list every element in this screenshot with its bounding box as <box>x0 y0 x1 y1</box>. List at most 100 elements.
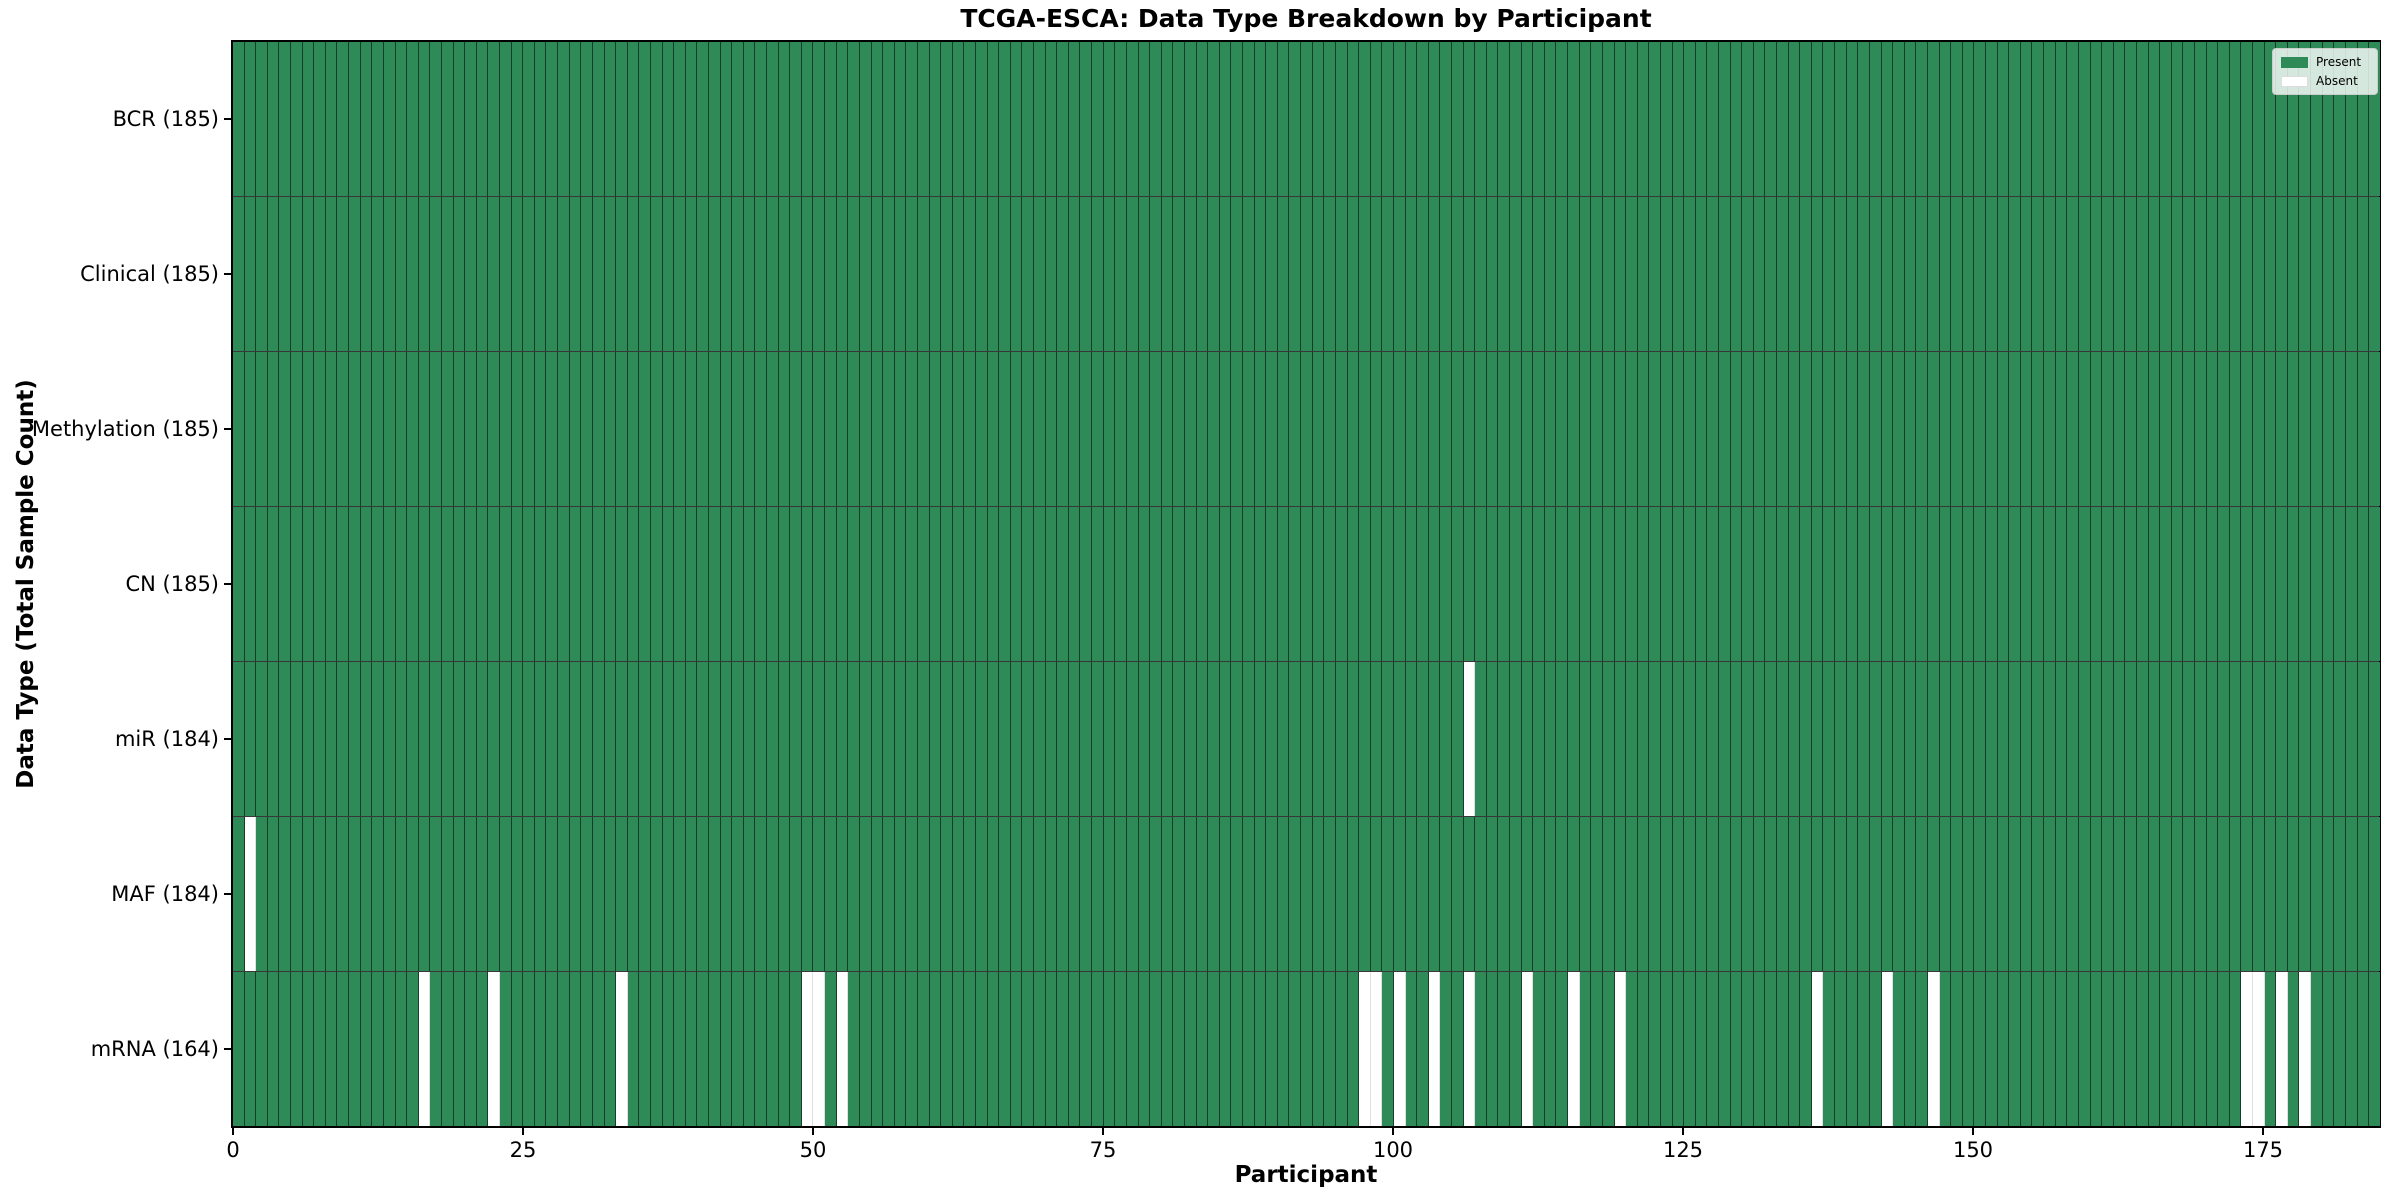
heatmap-cell <box>372 197 384 351</box>
heatmap-cell <box>1811 662 1824 816</box>
heatmap-cell <box>1962 42 1975 196</box>
heatmap-cell <box>1660 817 1673 971</box>
heatmap-cell <box>1684 197 1696 351</box>
heatmap-cell <box>1556 197 1569 351</box>
heatmap-cell <box>964 352 976 506</box>
heatmap-cell <box>2241 972 2254 1126</box>
heatmap-cell <box>1602 42 1615 196</box>
heatmap-cell <box>1730 197 1743 351</box>
heatmap-cell <box>767 817 779 971</box>
heatmap-cell <box>407 42 419 196</box>
heatmap-cell <box>1533 42 1545 196</box>
heatmap-cell <box>337 817 350 971</box>
heatmap-cell <box>337 662 350 816</box>
heatmap-cell <box>2357 972 2370 1126</box>
heatmap-cell <box>1777 972 1789 1126</box>
heatmap-cell <box>952 352 965 506</box>
heatmap-cell <box>1208 817 1220 971</box>
heatmap-cell <box>1788 662 1801 816</box>
legend-entry: Absent <box>2281 74 2369 88</box>
heatmap-cell <box>1184 972 1197 1126</box>
heatmap-cell <box>1719 817 1731 971</box>
heatmap-cell <box>848 197 860 351</box>
heatmap-cell <box>2160 42 2172 196</box>
heatmap-cell <box>1034 817 1046 971</box>
heatmap-cell <box>1730 507 1743 661</box>
heatmap-cell <box>1289 972 1302 1126</box>
heatmap-cell <box>581 817 593 971</box>
heatmap-cell <box>2067 972 2079 1126</box>
heatmap-cell <box>1707 42 1719 196</box>
y-tick-label: Clinical (185) <box>80 262 219 287</box>
heatmap-cell <box>1417 817 1429 971</box>
heatmap-cell <box>465 352 477 506</box>
heatmap-cell <box>302 352 315 506</box>
heatmap-cell <box>1684 817 1696 971</box>
heatmap-cell <box>1997 42 2010 196</box>
heatmap-cell <box>2287 817 2300 971</box>
heatmap-cell <box>662 197 675 351</box>
heatmap-cell <box>1231 817 1244 971</box>
heatmap-cell <box>592 507 605 661</box>
heatmap-cell <box>952 662 965 816</box>
heatmap-cell <box>558 972 570 1126</box>
heatmap-cell <box>291 507 303 661</box>
heatmap-cell <box>418 972 431 1126</box>
heatmap-cell <box>2055 817 2068 971</box>
heatmap-cell <box>2020 42 2033 196</box>
heatmap-cell <box>1939 352 1952 506</box>
heatmap-cell <box>1533 197 1545 351</box>
heatmap-cell <box>1939 972 1952 1126</box>
heatmap-cell <box>1904 972 1917 1126</box>
heatmap-cell <box>2090 972 2103 1126</box>
heatmap-cell <box>627 972 640 1126</box>
chart-title: TCGA-ESCA: Data Type Breakdown by Partic… <box>960 4 1652 33</box>
heatmap-cell <box>848 42 860 196</box>
heatmap-cell <box>2206 352 2219 506</box>
heatmap-cell <box>1904 662 1917 816</box>
heatmap-cell <box>1243 352 1255 506</box>
heatmap-cell <box>2148 817 2161 971</box>
heatmap-cell <box>1521 662 1534 816</box>
heatmap-cell <box>2009 197 2021 351</box>
heatmap-cell <box>360 662 373 816</box>
heatmap-cell <box>2241 197 2254 351</box>
heatmap-cell <box>1266 662 1278 816</box>
heatmap-cell <box>964 817 976 971</box>
heatmap-cell <box>1951 972 1963 1126</box>
heatmap-cell <box>708 197 721 351</box>
heatmap-cell <box>1359 662 1371 816</box>
heatmap-cell <box>1370 197 1383 351</box>
heatmap-cell <box>1103 42 1116 196</box>
heatmap-cell <box>2264 662 2277 816</box>
heatmap-cell <box>616 197 628 351</box>
heatmap-cell <box>2311 352 2323 506</box>
heatmap-cell <box>1521 352 1534 506</box>
heatmap-cell <box>2369 352 2380 506</box>
heatmap-cell <box>2287 197 2300 351</box>
heatmap-cell <box>1649 197 1661 351</box>
heatmap-cell <box>1637 352 1650 506</box>
heatmap-cell <box>349 972 361 1126</box>
heatmap-cell <box>1800 662 1812 816</box>
heatmap-cell <box>511 662 524 816</box>
heatmap-cell <box>2113 42 2126 196</box>
heatmap-cell <box>1289 817 1302 971</box>
heatmap-cell <box>2218 352 2230 506</box>
heatmap-cell <box>1602 817 1615 971</box>
x-tick-mark <box>1392 1128 1394 1135</box>
heatmap-cell <box>2276 352 2288 506</box>
heatmap-cell <box>1730 42 1743 196</box>
heatmap-cell <box>2241 662 2254 816</box>
heatmap-cell <box>465 42 477 196</box>
heatmap-cell <box>1765 507 1778 661</box>
heatmap-cell <box>1835 197 1847 351</box>
heatmap-cell <box>534 42 547 196</box>
heatmap-cell <box>883 972 895 1126</box>
heatmap-cell <box>1382 42 1394 196</box>
heatmap-cell <box>627 197 640 351</box>
heatmap-cell <box>1869 662 1882 816</box>
heatmap-cell <box>662 352 675 506</box>
heatmap-cell <box>2044 972 2056 1126</box>
heatmap-cell <box>616 817 628 971</box>
